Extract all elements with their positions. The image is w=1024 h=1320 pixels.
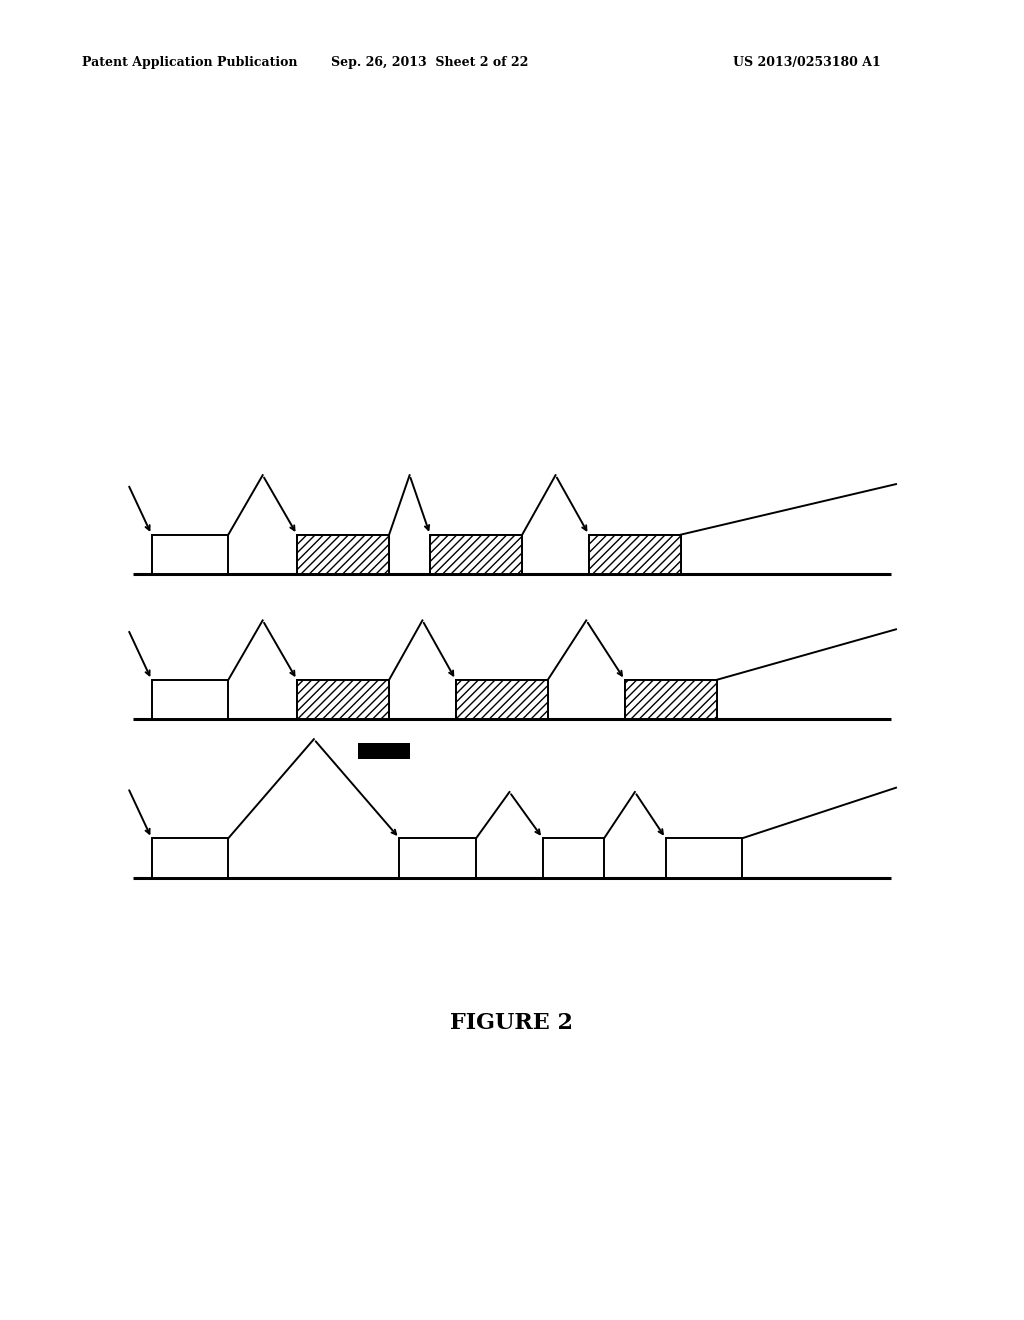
Text: Sep. 26, 2013  Sheet 2 of 22: Sep. 26, 2013 Sheet 2 of 22: [332, 55, 528, 69]
Bar: [152, 838, 228, 878]
Bar: [297, 680, 389, 719]
Bar: [456, 680, 548, 719]
Bar: [358, 743, 410, 759]
Bar: [297, 535, 389, 574]
Bar: [589, 535, 681, 574]
Bar: [152, 680, 228, 719]
Bar: [589, 535, 681, 574]
Bar: [297, 680, 389, 719]
Text: FIGURE 2: FIGURE 2: [451, 1012, 573, 1034]
Bar: [625, 680, 717, 719]
Bar: [430, 535, 522, 574]
Bar: [152, 535, 228, 574]
Bar: [297, 535, 389, 574]
Text: Patent Application Publication: Patent Application Publication: [82, 55, 297, 69]
Bar: [297, 535, 389, 574]
Bar: [456, 680, 548, 719]
Bar: [625, 680, 717, 719]
Bar: [589, 535, 681, 574]
Bar: [297, 680, 389, 719]
Bar: [430, 535, 522, 574]
Bar: [666, 838, 742, 878]
Bar: [399, 838, 476, 878]
Text: US 2013/0253180 A1: US 2013/0253180 A1: [733, 55, 881, 69]
Bar: [543, 838, 604, 878]
Bar: [456, 680, 548, 719]
Bar: [625, 680, 717, 719]
Bar: [430, 535, 522, 574]
